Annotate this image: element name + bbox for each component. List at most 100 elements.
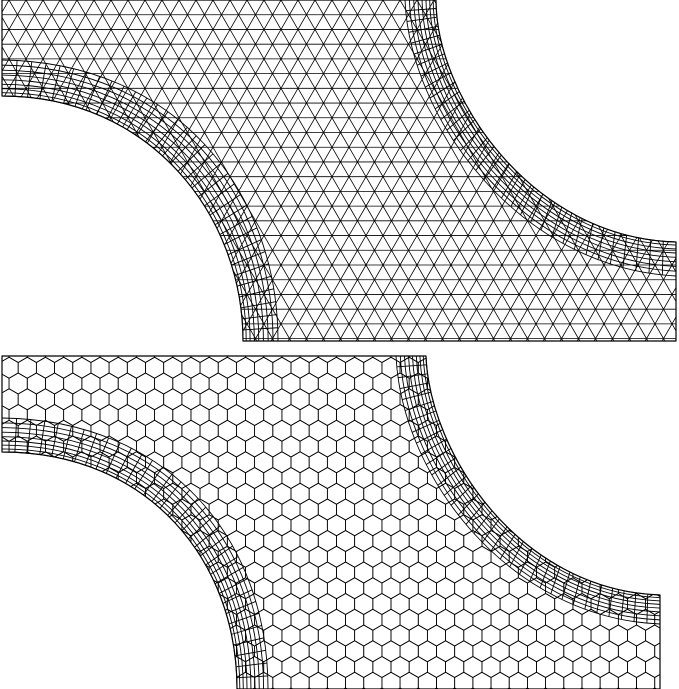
triangle-cell xyxy=(586,87,605,104)
hexagon-cell xyxy=(35,388,55,411)
triangle-cell xyxy=(221,14,239,30)
hexagon-cell xyxy=(54,608,74,631)
triangle-cell xyxy=(433,264,452,281)
triangle-cell xyxy=(382,176,401,192)
triangle-cell xyxy=(68,161,86,178)
top-left-bl-radial-line xyxy=(96,80,113,115)
hexagon-cell xyxy=(627,467,647,489)
triangle-cell xyxy=(323,43,341,60)
hexagon-cell xyxy=(527,671,546,689)
triangle-cell xyxy=(629,43,647,60)
triangle-cell xyxy=(255,14,273,30)
triangle-cell xyxy=(569,29,588,45)
hexagon-cell xyxy=(135,356,155,363)
triangle-cell xyxy=(255,102,273,119)
triangle-cell xyxy=(348,294,367,310)
triangle-cell xyxy=(476,279,494,295)
triangle-cell xyxy=(2,117,10,133)
triangle-cell xyxy=(93,235,112,251)
triangle-cell xyxy=(663,161,676,178)
hexagon-cell xyxy=(117,593,137,615)
triangle-cell xyxy=(425,308,443,325)
triangle-cell xyxy=(263,58,282,75)
triangle-cell xyxy=(272,279,290,295)
triangle-cell xyxy=(306,220,324,236)
hexagon-cell xyxy=(54,388,74,411)
triangle-cell xyxy=(238,161,256,178)
triangle-cell xyxy=(552,176,571,192)
hexagon-cell xyxy=(617,640,637,663)
hexagon-cell xyxy=(608,530,628,552)
triangle-cell xyxy=(493,14,511,30)
triangle-cell xyxy=(646,161,664,178)
triangle-cell xyxy=(586,58,605,75)
triangle-cell xyxy=(195,323,214,340)
hexagon-cell xyxy=(81,356,101,363)
hexagon-cell xyxy=(463,435,483,458)
triangle-cell xyxy=(391,161,409,178)
hexagon-cell xyxy=(190,356,210,363)
top-right-bl-radial-line xyxy=(420,62,448,77)
triangle-cell xyxy=(544,249,562,266)
hexagon-cell xyxy=(536,530,556,552)
bottom-left-bl-layer-curve xyxy=(1,448,241,689)
hexagon-cell xyxy=(499,687,519,689)
triangle-cell xyxy=(306,132,324,148)
hexagon-cell xyxy=(272,640,292,663)
triangle-cell xyxy=(646,190,664,207)
bottom-right-bl-layer-curve xyxy=(422,355,661,599)
hexagon-cell xyxy=(26,467,46,489)
hexagon-cell xyxy=(627,498,647,521)
triangle-cell xyxy=(654,29,673,45)
hexagon-cell xyxy=(163,419,183,442)
hexagon-cell xyxy=(99,372,119,395)
triangle-cell xyxy=(102,249,120,266)
hexagon-cell xyxy=(72,671,92,689)
hexagon-cell xyxy=(299,687,319,689)
hexagon-cell xyxy=(345,577,365,600)
hexagon-cell xyxy=(517,593,537,615)
hexagon-cell xyxy=(26,404,46,426)
triangle-cell xyxy=(544,190,562,207)
bottom-right-bl-radial-line xyxy=(443,475,467,496)
hexagon-cell xyxy=(45,498,65,521)
hexagon-cell xyxy=(135,656,155,678)
triangle-cell xyxy=(365,117,384,133)
hexagon-cell xyxy=(554,467,574,489)
hexagon-cell xyxy=(554,404,574,426)
triangle-cell xyxy=(510,73,528,89)
triangle-cell xyxy=(314,235,333,251)
triangle-cell xyxy=(153,308,171,325)
hexagon-cell xyxy=(581,451,601,474)
triangle-cell xyxy=(144,146,163,163)
triangle-cell xyxy=(238,279,256,295)
hexagon-cell xyxy=(108,514,128,537)
triangle-cell xyxy=(510,338,528,341)
triangle-cell xyxy=(433,294,452,310)
triangle-cell xyxy=(246,323,265,340)
top-right-bl-radial-line xyxy=(597,227,605,260)
triangle-cell xyxy=(416,58,435,75)
triangle-cell xyxy=(646,132,664,148)
triangle-cell xyxy=(280,29,299,45)
triangle-cell xyxy=(620,294,639,310)
triangle-cell xyxy=(510,14,528,30)
triangle-cell xyxy=(519,353,536,368)
bottom-right-bl-layer-curve xyxy=(419,355,661,602)
hexagon-cell xyxy=(645,656,660,678)
hexagon-cell xyxy=(381,577,401,600)
triangle-cell xyxy=(603,323,622,340)
triangle-cell xyxy=(110,235,129,251)
hexagon-cell xyxy=(172,561,192,584)
triangle-cell xyxy=(297,323,316,340)
triangle-cell xyxy=(510,132,528,148)
bottom-left-bl-radial-line xyxy=(194,525,221,548)
triangle-cell xyxy=(52,368,69,383)
triangle-cell xyxy=(450,176,469,192)
hexagon-cell xyxy=(381,514,401,537)
triangle-cell xyxy=(280,0,299,16)
triangle-cell xyxy=(306,73,324,89)
triangle-cell xyxy=(433,146,452,163)
hexagon-cell xyxy=(636,514,656,537)
hexagon-cell xyxy=(390,498,410,521)
